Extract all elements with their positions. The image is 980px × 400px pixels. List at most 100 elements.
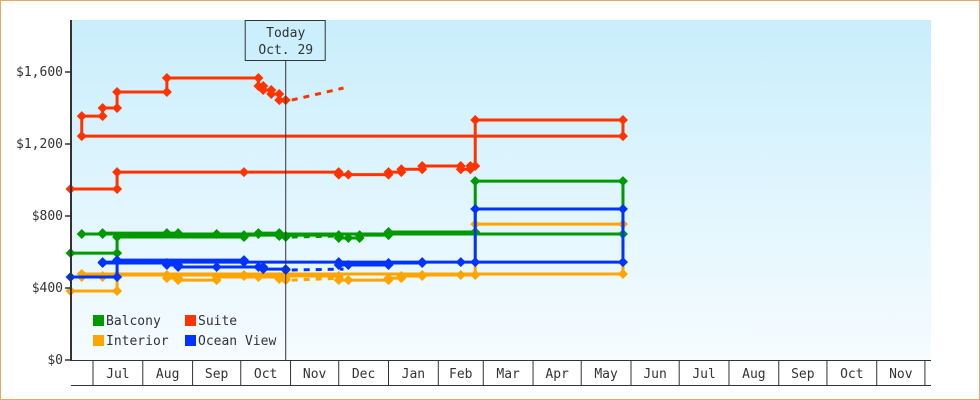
x-tick-label: Nov (889, 367, 913, 382)
data-point-marker (274, 95, 285, 106)
data-point-marker (470, 115, 481, 126)
data-point-marker (470, 270, 481, 281)
x-tick-label: Jul (692, 367, 715, 382)
data-point-marker (161, 72, 172, 83)
data-point-marker (274, 230, 285, 241)
x-tick-label: Aug (156, 367, 179, 382)
x-tick-label: Jul (106, 367, 129, 382)
forecast-line (291, 234, 344, 239)
y-tick-label: $800 (32, 209, 63, 224)
data-point-marker (266, 88, 277, 99)
data-point-marker (617, 268, 628, 279)
y-tick-label: $1,200 (16, 137, 63, 152)
data-point-marker (238, 167, 249, 178)
x-tick-label: Oct (840, 367, 863, 382)
data-point-marker (112, 232, 123, 243)
data-point-marker (112, 272, 123, 283)
data-point-marker (253, 228, 264, 239)
x-tick-label: Mar (496, 367, 520, 382)
plot-background (71, 20, 931, 360)
data-point-marker (455, 164, 466, 175)
data-point-marker (417, 270, 428, 281)
x-tick-label: Sep (791, 367, 815, 382)
legend-label: Balcony (106, 314, 161, 329)
data-point-marker (76, 229, 87, 239)
series-suite (65, 72, 628, 194)
data-point-marker (76, 131, 87, 142)
data-point-marker (112, 103, 123, 113)
today-title: Today (266, 26, 305, 41)
data-point-marker (343, 275, 354, 286)
x-tick-label: Dec (352, 367, 375, 382)
data-point-marker (253, 72, 264, 83)
data-point-marker (455, 257, 466, 268)
data-point-marker (333, 259, 344, 270)
data-point-marker (383, 227, 394, 238)
data-point-marker (470, 203, 481, 214)
data-point-marker (455, 270, 466, 281)
data-point-marker (417, 257, 428, 268)
data-point-marker (211, 261, 222, 272)
x-tick-label: Apr (545, 367, 569, 382)
data-point-marker (161, 86, 172, 97)
x-tick-label: Jan (402, 367, 425, 382)
data-point-marker (161, 228, 172, 239)
data-point-marker (470, 257, 481, 268)
legend-swatch (185, 315, 196, 326)
data-point-marker (173, 275, 184, 286)
legend-label: Ocean View (198, 334, 276, 349)
legend-label: Interior (106, 334, 169, 349)
forecast-line (291, 86, 344, 102)
data-point-marker (343, 259, 354, 270)
data-point-marker (97, 111, 108, 122)
x-tick-label: Feb (449, 367, 473, 382)
data-point-marker (173, 229, 184, 239)
data-point-marker (238, 270, 249, 281)
x-tick-label: Aug (742, 367, 765, 382)
x-tick-label: Nov (303, 367, 327, 382)
x-tick-label: Sep (205, 367, 229, 382)
y-tick-label: $400 (32, 281, 63, 296)
data-point-marker (112, 86, 123, 97)
data-point-marker (258, 264, 269, 275)
data-point-marker (396, 164, 407, 175)
data-point-marker (238, 230, 249, 241)
data-point-marker (617, 257, 628, 268)
data-point-marker (383, 257, 394, 268)
legend: Balcony Suite Interior Ocean View (93, 314, 276, 349)
data-point-marker (97, 257, 108, 268)
series-balcony (65, 176, 628, 259)
data-point-marker (112, 286, 123, 297)
data-point-marker (383, 167, 394, 178)
data-point-marker (617, 176, 628, 187)
data-point-marker (112, 248, 123, 259)
data-point-marker (343, 169, 354, 180)
data-point-marker (161, 273, 172, 284)
data-point-marker (383, 273, 394, 284)
data-point-marker (211, 272, 222, 283)
data-point-marker (173, 261, 184, 272)
data-point-marker (112, 167, 123, 178)
data-point-marker (112, 255, 123, 266)
today-date: Oct. 29 (258, 43, 313, 58)
series-ocean-view (65, 203, 628, 283)
y-tick-label: $1,600 (16, 65, 63, 80)
data-point-marker (161, 259, 172, 270)
x-tick-label: Jun (643, 367, 666, 382)
data-point-marker (238, 257, 249, 268)
legend-swatch (93, 315, 104, 326)
forecast-line (291, 276, 344, 282)
data-point-marker (112, 184, 123, 194)
data-point-marker (343, 232, 354, 243)
data-point-marker (258, 85, 269, 95)
today-marker: Today Oct. 29 (244, 20, 326, 360)
y-tick-label: $0 (47, 353, 63, 368)
x-tick-label: Oct (254, 367, 277, 382)
data-point-marker (470, 176, 481, 187)
data-point-marker (333, 169, 344, 180)
data-point-marker (211, 229, 222, 239)
data-point-marker (417, 160, 428, 171)
data-point-marker (97, 228, 108, 239)
data-point-marker (97, 103, 108, 113)
